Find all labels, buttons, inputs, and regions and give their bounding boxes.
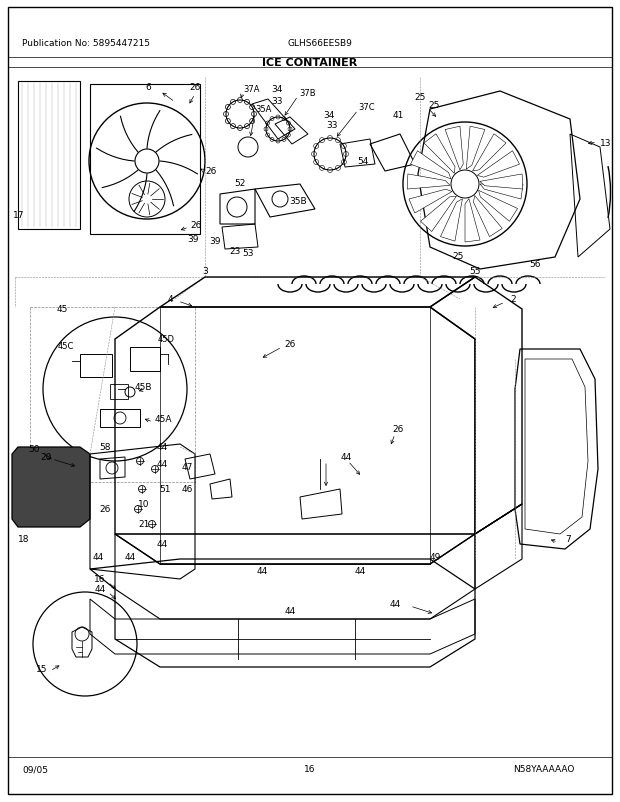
Text: 44: 44 bbox=[125, 553, 136, 561]
Text: 55: 55 bbox=[469, 267, 481, 276]
Text: 44: 44 bbox=[389, 600, 401, 609]
Text: 37B: 37B bbox=[299, 88, 316, 97]
Polygon shape bbox=[480, 184, 523, 200]
Text: 44: 44 bbox=[156, 460, 167, 469]
Text: 6: 6 bbox=[145, 83, 151, 92]
Polygon shape bbox=[466, 127, 485, 170]
Text: 26: 26 bbox=[190, 221, 202, 229]
Text: 49: 49 bbox=[430, 553, 441, 561]
Polygon shape bbox=[472, 135, 506, 172]
Polygon shape bbox=[424, 135, 455, 174]
Text: 4: 4 bbox=[167, 295, 173, 304]
Text: 41: 41 bbox=[392, 111, 404, 119]
Text: 51: 51 bbox=[159, 485, 170, 494]
Text: 33: 33 bbox=[271, 97, 283, 107]
Text: 47: 47 bbox=[182, 463, 193, 472]
Text: 33: 33 bbox=[326, 120, 338, 129]
Text: 35A: 35A bbox=[255, 105, 272, 115]
Text: 25: 25 bbox=[453, 252, 464, 261]
Text: 50: 50 bbox=[29, 445, 40, 454]
Text: 26: 26 bbox=[205, 168, 216, 176]
Text: 45A: 45A bbox=[155, 415, 172, 424]
Polygon shape bbox=[409, 190, 452, 214]
Text: 44: 44 bbox=[156, 540, 167, 549]
Polygon shape bbox=[474, 196, 502, 237]
Text: 21: 21 bbox=[138, 520, 149, 529]
Text: N58YAAAAAO: N58YAAAAAO bbox=[513, 764, 575, 774]
Text: 35B: 35B bbox=[289, 197, 307, 206]
Text: 09/05: 09/05 bbox=[22, 764, 48, 774]
Text: 44: 44 bbox=[94, 585, 105, 593]
Text: 7: 7 bbox=[565, 535, 571, 544]
Polygon shape bbox=[479, 191, 518, 222]
Text: Publication No: 5895447215: Publication No: 5895447215 bbox=[22, 39, 150, 48]
Text: 3: 3 bbox=[202, 267, 208, 276]
Polygon shape bbox=[480, 175, 523, 190]
Text: 26: 26 bbox=[99, 505, 111, 514]
Text: 58: 58 bbox=[99, 443, 111, 452]
Text: 17: 17 bbox=[13, 210, 25, 219]
Text: 34: 34 bbox=[272, 84, 283, 93]
Text: GLHS66EESB9: GLHS66EESB9 bbox=[288, 39, 352, 48]
Text: 45: 45 bbox=[56, 305, 68, 314]
Text: 39: 39 bbox=[187, 235, 199, 244]
Text: 45C: 45C bbox=[58, 342, 74, 351]
Text: 45B: 45B bbox=[135, 383, 153, 392]
Text: 34: 34 bbox=[323, 111, 335, 119]
Polygon shape bbox=[445, 127, 463, 171]
Text: 13: 13 bbox=[600, 138, 611, 148]
Text: 20: 20 bbox=[40, 453, 51, 462]
Text: 26: 26 bbox=[285, 340, 296, 349]
Polygon shape bbox=[440, 200, 463, 242]
Polygon shape bbox=[477, 152, 520, 178]
Text: 44: 44 bbox=[92, 553, 104, 561]
Text: 39: 39 bbox=[209, 237, 221, 246]
Text: 46: 46 bbox=[182, 485, 193, 494]
Text: 25: 25 bbox=[414, 93, 426, 103]
Polygon shape bbox=[420, 197, 456, 233]
Text: 37A: 37A bbox=[243, 84, 260, 93]
Text: 23: 23 bbox=[229, 247, 241, 256]
Text: 44: 44 bbox=[340, 453, 352, 462]
Text: 16: 16 bbox=[304, 764, 316, 774]
Text: 44: 44 bbox=[156, 443, 167, 452]
Text: 56: 56 bbox=[529, 260, 541, 269]
Text: 45D: 45D bbox=[158, 335, 175, 344]
Text: 26: 26 bbox=[189, 83, 201, 92]
Polygon shape bbox=[12, 448, 90, 528]
Text: 16: 16 bbox=[94, 575, 106, 584]
Polygon shape bbox=[465, 199, 480, 243]
Text: 44: 44 bbox=[285, 607, 296, 616]
Text: 54: 54 bbox=[357, 157, 369, 166]
Polygon shape bbox=[407, 175, 450, 190]
Text: 44: 44 bbox=[257, 567, 268, 576]
Text: 10: 10 bbox=[138, 500, 149, 508]
Text: 26: 26 bbox=[392, 425, 404, 434]
Bar bbox=[30, 308, 195, 482]
Text: 52: 52 bbox=[234, 178, 246, 187]
Text: 2: 2 bbox=[510, 295, 516, 304]
Text: ICE CONTAINER: ICE CONTAINER bbox=[262, 58, 358, 68]
Text: 53: 53 bbox=[242, 248, 254, 257]
Text: 18: 18 bbox=[18, 535, 30, 544]
Text: 15: 15 bbox=[36, 665, 48, 674]
Text: 37C: 37C bbox=[358, 103, 374, 111]
Text: 44: 44 bbox=[355, 567, 366, 576]
Polygon shape bbox=[410, 152, 451, 180]
Text: 25: 25 bbox=[428, 100, 440, 109]
